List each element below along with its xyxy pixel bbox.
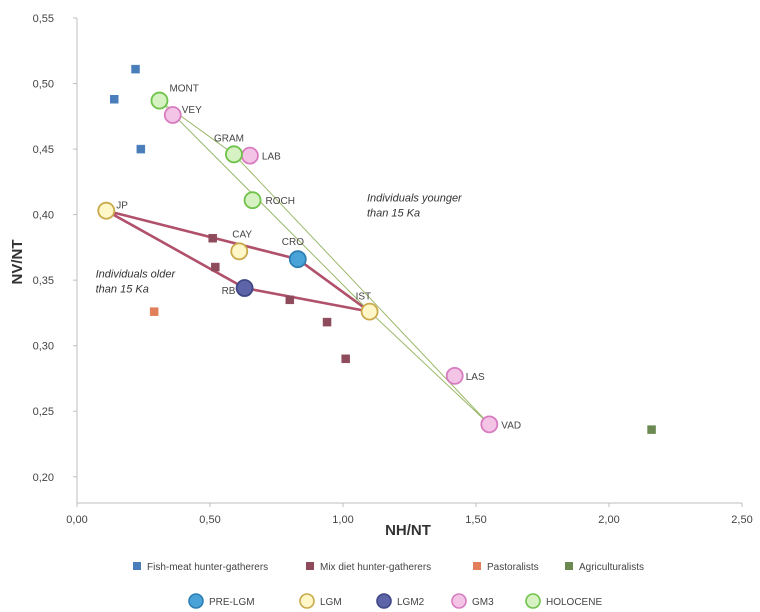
circle-marker bbox=[480, 415, 499, 434]
point-label: CRO bbox=[282, 237, 304, 248]
legend-label: Pastoralists bbox=[487, 562, 539, 573]
legend-square-marker bbox=[565, 562, 573, 570]
x-axis-title: NH/NT bbox=[385, 522, 431, 539]
legend-label: LGM bbox=[320, 597, 342, 608]
point-label: LAS bbox=[466, 372, 485, 383]
circle-marker bbox=[240, 146, 259, 165]
square-marker bbox=[341, 354, 350, 364]
circle-marker bbox=[360, 302, 379, 321]
legend-label: HOLOCENE bbox=[546, 597, 602, 608]
legend-circle-marker bbox=[376, 593, 392, 609]
point-label: RB bbox=[222, 286, 236, 297]
marker-layer bbox=[97, 64, 656, 434]
square-marker bbox=[149, 307, 159, 316]
legend-label: GM3 bbox=[472, 597, 494, 608]
point-label: JP bbox=[116, 201, 128, 212]
square-marker bbox=[211, 262, 220, 272]
annotation-younger: Individuals younger bbox=[367, 193, 463, 205]
legend-circle-marker bbox=[525, 593, 541, 609]
square-marker bbox=[322, 317, 332, 327]
legend-circle-marker bbox=[299, 593, 315, 609]
y-axis-title: NV/NT bbox=[9, 240, 26, 285]
point-label: IST bbox=[356, 292, 372, 303]
circle-marker bbox=[97, 201, 116, 220]
legend-circle-marker bbox=[188, 593, 204, 609]
polygon-younger-15ka bbox=[159, 100, 490, 425]
legend-label: Mix diet hunter-gatherers bbox=[320, 562, 431, 573]
circle-marker bbox=[235, 279, 254, 297]
y-tick-label: 0,40 bbox=[33, 210, 54, 222]
y-tick-label: 0,50 bbox=[33, 79, 54, 91]
x-tick-label: 2,00 bbox=[598, 514, 619, 526]
square-marker bbox=[208, 233, 217, 243]
square-marker bbox=[131, 64, 140, 74]
point-label: GRAM bbox=[214, 133, 244, 144]
square-marker bbox=[136, 144, 146, 154]
x-tick-label: 0,50 bbox=[199, 514, 220, 526]
circle-marker bbox=[243, 191, 262, 210]
y-tick-label: 0,55 bbox=[33, 13, 54, 25]
point-label: CAY bbox=[232, 229, 252, 240]
point-label: LAB bbox=[262, 152, 281, 163]
y-tick-label: 0,25 bbox=[33, 406, 54, 418]
circle-marker bbox=[230, 242, 249, 261]
square-marker bbox=[647, 425, 656, 434]
legend-label: Agriculturalists bbox=[579, 562, 644, 573]
y-tick-label: 0,20 bbox=[33, 472, 54, 484]
circle-marker bbox=[225, 145, 243, 164]
legend-square-marker bbox=[306, 562, 314, 570]
annotation-younger: than 15 Ka bbox=[367, 208, 420, 220]
legend: Fish-meat hunter-gatherers Mix diet hunte… bbox=[133, 562, 644, 609]
legend-square-marker bbox=[133, 562, 141, 570]
annotation-older: Individuals older bbox=[96, 269, 177, 281]
square-marker bbox=[109, 95, 119, 104]
point-label: VEY bbox=[182, 105, 202, 116]
y-tick-label: 0,30 bbox=[33, 341, 54, 353]
square-marker bbox=[285, 295, 295, 305]
x-tick-label: 1,50 bbox=[465, 514, 486, 526]
y-tick-label: 0,35 bbox=[33, 275, 54, 287]
x-tick-label: 1,00 bbox=[332, 514, 353, 526]
polygon-older-15ka bbox=[105, 209, 371, 313]
annotation-older: than 15 Ka bbox=[96, 284, 149, 296]
axes: 0,00 0,50 1,00 1,50 2,00 2,50 0,20 0,25 0,30 0,35… bbox=[33, 13, 753, 526]
label-layer: CRO JP CAY IST RB VEY LAB LAS VAD MONT GRAM ROCH Ind… bbox=[96, 84, 522, 432]
legend-label: PRE-LGM bbox=[209, 597, 255, 608]
circle-marker bbox=[288, 250, 307, 269]
point-label: MONT bbox=[169, 84, 198, 95]
legend-label: LGM2 bbox=[397, 597, 425, 608]
circle-marker bbox=[445, 366, 464, 385]
legend-square-marker bbox=[473, 562, 481, 570]
legend-circle-marker bbox=[451, 593, 467, 609]
legend-label: Fish-meat hunter-gatherers bbox=[147, 562, 268, 573]
x-tick-label: 0,00 bbox=[66, 514, 87, 526]
point-label: ROCH bbox=[266, 196, 295, 207]
x-tick-label: 2,50 bbox=[731, 514, 752, 526]
circle-marker bbox=[163, 106, 182, 124]
point-label: VAD bbox=[501, 420, 521, 431]
y-tick-label: 0,45 bbox=[33, 144, 54, 156]
circle-marker bbox=[150, 91, 169, 110]
